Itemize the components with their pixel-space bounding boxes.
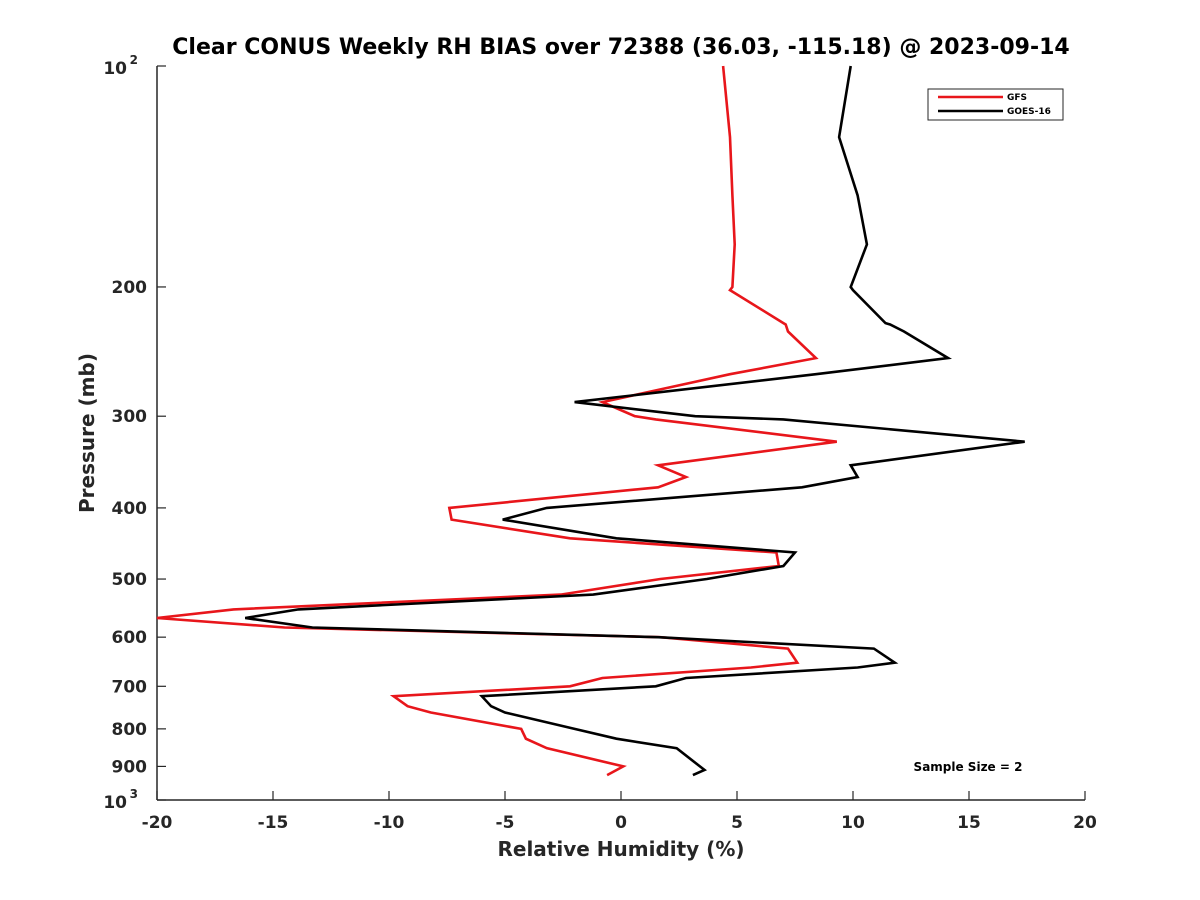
x-tick-label: 15 xyxy=(957,813,981,833)
y-tick-label: 200 xyxy=(112,278,148,298)
y-tick-label-exponent: 3 xyxy=(130,787,138,801)
x-tick-label: -10 xyxy=(374,813,405,833)
y-tick-label: 600 xyxy=(112,628,148,648)
y-tick-label: 900 xyxy=(112,757,148,777)
legend-label-gfs: GFS xyxy=(1007,93,1027,103)
chart-title: Clear CONUS Weekly RH BIAS over 72388 (3… xyxy=(172,35,1069,60)
x-tick-label: -15 xyxy=(258,813,289,833)
x-axis-label: Relative Humidity (%) xyxy=(497,837,744,861)
legend: GFS GOES-16 xyxy=(927,88,1064,121)
series-line-gfs xyxy=(156,65,837,777)
x-tick-label: 0 xyxy=(615,813,627,833)
y-tick-label-base: 10 xyxy=(103,59,127,79)
y-tick-label: 700 xyxy=(112,677,148,697)
series-layer xyxy=(156,65,1025,777)
x-tick-label: 20 xyxy=(1073,813,1097,833)
x-tick-label: -20 xyxy=(142,813,173,833)
legend-box xyxy=(927,88,1064,121)
y-tick-label: 800 xyxy=(112,720,148,740)
y-tick-label-base: 10 xyxy=(103,793,127,813)
y-tick-label: 500 xyxy=(112,570,148,590)
x-tick-label: 5 xyxy=(731,813,743,833)
y-axis-label: Pressure (mb) xyxy=(75,353,99,513)
series-line-goes-16 xyxy=(244,65,1025,777)
x-tick-label: 10 xyxy=(841,813,865,833)
y-tick-label: 300 xyxy=(112,407,148,427)
x-tick-label: -5 xyxy=(496,813,515,833)
legend-label-goes16: GOES-16 xyxy=(1007,107,1051,117)
y-tick-label-exponent: 2 xyxy=(130,53,138,67)
y-tick-label: 400 xyxy=(112,499,148,519)
sample-size-annotation: Sample Size = 2 xyxy=(914,760,1023,774)
